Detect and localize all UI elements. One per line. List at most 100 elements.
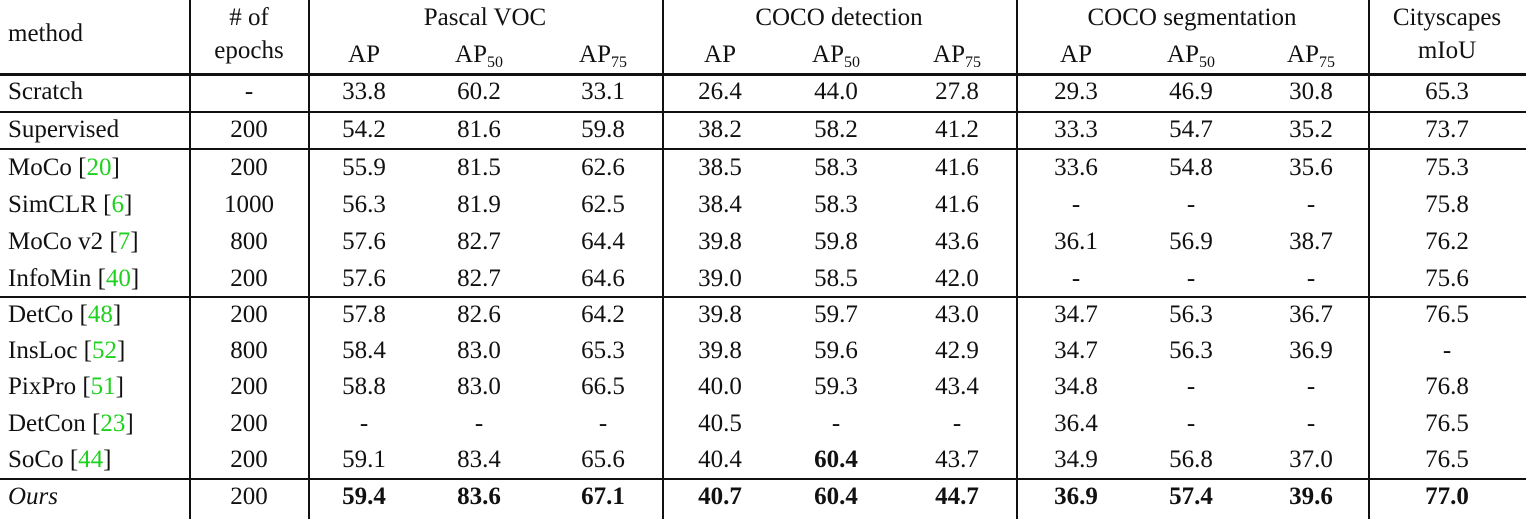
table-row-method: Ours: [8, 482, 58, 512]
header-metric: AP: [1060, 41, 1092, 68]
header-group-coco-segmentation: COCO segmentation: [1087, 4, 1297, 31]
table-row-value: 40.5: [698, 410, 742, 437]
table-row-value: 54.7: [1169, 116, 1213, 143]
table-row-value: 82.6: [457, 301, 501, 328]
table-row-value: 83.4: [457, 446, 501, 473]
table-row-value: 36.9: [1289, 337, 1333, 364]
header-method: method: [8, 20, 83, 47]
header-miou: mIoU: [1417, 37, 1477, 64]
table-row-value: 39.6: [1289, 483, 1333, 510]
method-name: DetCon: [8, 410, 86, 437]
table-row-value: -: [474, 410, 484, 437]
metric-subscript: 75: [1318, 54, 1335, 71]
table-row-value: 38.4: [698, 191, 742, 218]
header-metric: AP75: [1287, 40, 1335, 71]
table-row-value: 81.5: [457, 154, 501, 181]
table-row-value: 66.5: [581, 373, 625, 400]
citation-link[interactable]: 51: [90, 373, 116, 400]
table-row-epochs: 800: [230, 337, 268, 364]
table-row-value: 65.6: [581, 446, 625, 473]
column-divider-1: [308, 0, 310, 519]
scratch-bottom-rule: [0, 111, 1526, 113]
table-row-value: 64.6: [581, 265, 625, 292]
table-row-value: 56.3: [1169, 337, 1213, 364]
table-row-value: 36.7: [1289, 301, 1333, 328]
table-row-value: 40.4: [698, 446, 742, 473]
table-row-value: 62.6: [581, 154, 625, 181]
table-row-value: -: [1306, 191, 1316, 218]
method-name: SimCLR: [8, 191, 97, 218]
table-row-value: 41.6: [935, 154, 979, 181]
table-row-value: 58.4: [342, 337, 386, 364]
table-row-epochs: 800: [230, 228, 268, 255]
table-row-value: 57.6: [342, 228, 386, 255]
method-name: MoCo v2: [8, 228, 104, 255]
citation-link[interactable]: 23: [100, 410, 126, 437]
metric-prefix: AP: [1167, 41, 1199, 68]
citation-link[interactable]: 7: [117, 228, 131, 255]
table-row-value: -: [1442, 337, 1452, 364]
table-row-value: 67.1: [581, 483, 625, 510]
table-row-value: 81.9: [457, 191, 501, 218]
table-row-epochs: 200: [230, 446, 268, 473]
table-row-epochs: 200: [230, 483, 268, 510]
header-metric: AP: [704, 41, 736, 68]
table-row-method: SoCo [44]: [8, 445, 112, 475]
citation-link[interactable]: 6: [111, 191, 125, 218]
citation-link[interactable]: 52: [92, 337, 117, 364]
bracket-open: [: [71, 154, 87, 181]
table-row-value: 59.4: [342, 483, 386, 510]
table-row-value: 43.6: [935, 228, 979, 255]
table-row-value: 39.8: [698, 301, 742, 328]
table-row-value: 46.9: [1169, 78, 1213, 105]
citation-link[interactable]: 44: [78, 446, 104, 473]
method-name: DetCo: [8, 301, 74, 328]
method-name: InfoMin: [8, 265, 92, 292]
citation-link[interactable]: 40: [105, 265, 131, 292]
table-row-value: -: [1186, 265, 1196, 292]
table-row-value: 33.8: [342, 78, 386, 105]
table-row-value: 26.4: [698, 78, 742, 105]
table-row-value: 60.4: [814, 446, 858, 473]
bracket-open: [: [85, 410, 101, 437]
metric-subscript: 75: [964, 54, 981, 71]
table-row-value: 73.7: [1425, 116, 1469, 143]
table-row-value: 56.3: [1169, 301, 1213, 328]
citation-link[interactable]: 20: [86, 154, 112, 181]
table-row-value: 35.2: [1289, 116, 1333, 143]
method-name: SoCo: [8, 446, 64, 473]
table-row-value: 59.7: [814, 301, 858, 328]
table-row-method: InsLoc [52]: [8, 336, 125, 366]
table-row-value: 64.2: [581, 301, 625, 328]
table-row-value: 42.9: [935, 337, 979, 364]
table-row-method: SimCLR [6]: [8, 190, 132, 220]
table-row-value: 76.5: [1425, 410, 1469, 437]
table-row-value: 58.5: [814, 265, 858, 292]
header-epochs-line1: # of: [229, 4, 269, 31]
metric-prefix: AP: [1287, 41, 1319, 68]
table-row-value: 83.0: [457, 337, 501, 364]
header-epochs-line2: epochs: [214, 37, 284, 64]
metric-subscript: 50: [486, 54, 503, 71]
table-row-value: 64.4: [581, 228, 625, 255]
header-metric: AP75: [933, 40, 981, 71]
table-row-value: 59.1: [342, 446, 386, 473]
table-row-value: 39.8: [698, 337, 742, 364]
table-row-value: 43.7: [935, 446, 979, 473]
metric-prefix: AP: [579, 41, 611, 68]
header-metric: AP50: [1167, 40, 1215, 71]
table-row-value: 60.2: [457, 78, 501, 105]
method-name: Supervised: [8, 116, 120, 143]
table-row-value: 59.6: [814, 337, 858, 364]
table-row-value: 83.6: [457, 483, 501, 510]
table-row-value: -: [1186, 373, 1196, 400]
bracket-open: [: [91, 265, 106, 292]
table-row-value: -: [598, 410, 608, 437]
table-row-value: 59.8: [814, 228, 858, 255]
table-row-value: 43.4: [935, 373, 979, 400]
citation-link[interactable]: 48: [87, 301, 113, 328]
table-row-value: 29.3: [1054, 78, 1098, 105]
table-row-value: 81.6: [457, 116, 501, 143]
table-row-value: -: [1186, 191, 1196, 218]
